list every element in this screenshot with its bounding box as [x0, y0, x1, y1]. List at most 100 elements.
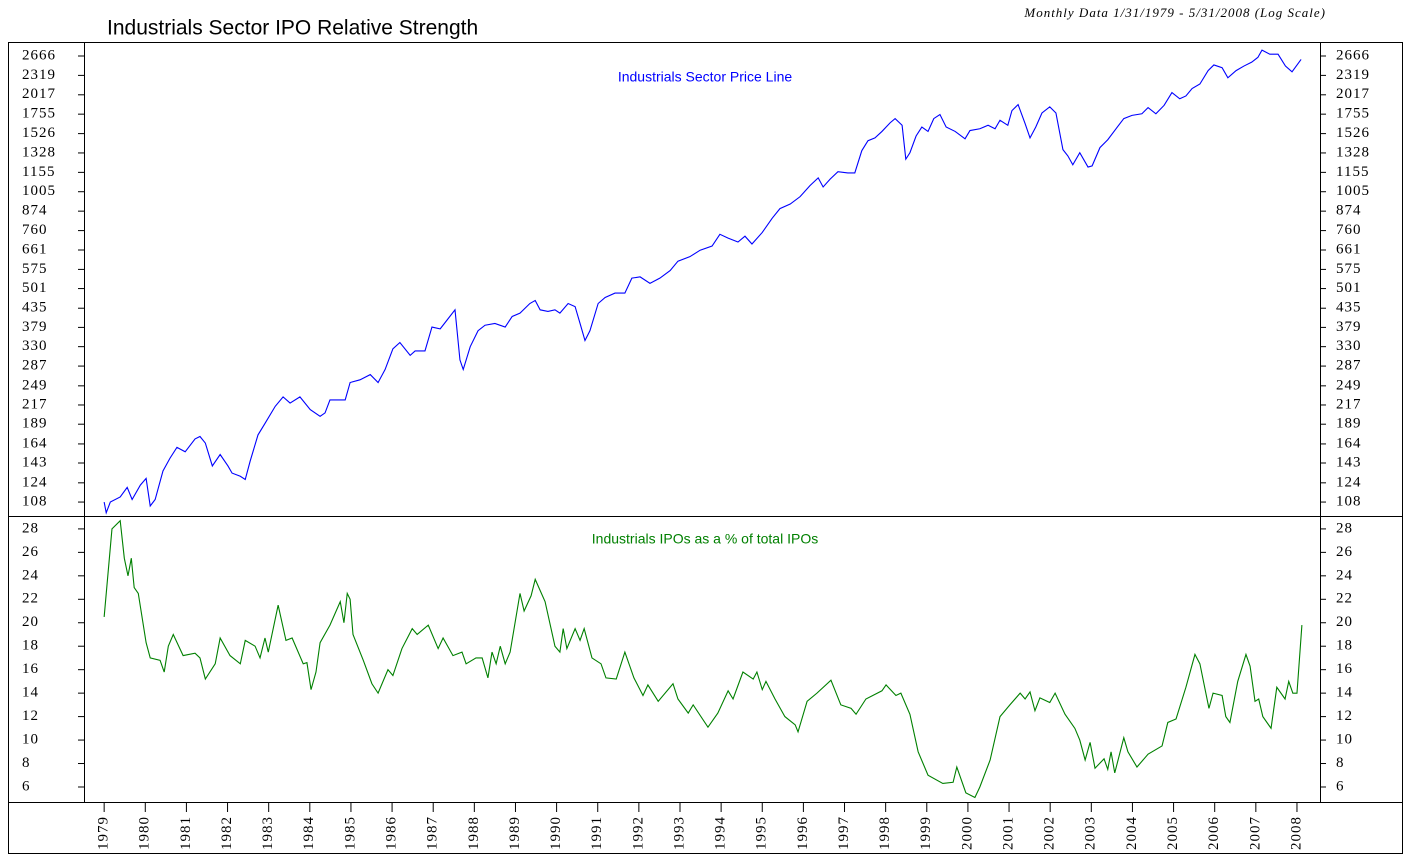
y-tick-label: 575 — [22, 261, 48, 277]
y-tick-label: 760 — [22, 222, 48, 238]
x-tick-label: 2001 — [1000, 816, 1016, 850]
y-tick-label: 6 — [22, 778, 31, 794]
y2-tick-label: 249 — [1336, 377, 1362, 393]
x-tick-label: 1985 — [342, 816, 358, 850]
x-tick-label: 1997 — [836, 816, 852, 850]
y-tick-label: 20 — [22, 614, 39, 630]
y2-tick-label: 760 — [1336, 222, 1362, 238]
x-tick-label: 1996 — [795, 816, 811, 850]
x-tick-label: 1987 — [425, 816, 441, 850]
x-tick-label: 2007 — [1247, 816, 1263, 850]
y-tick-label: 10 — [22, 731, 39, 747]
y-tick-label: 874 — [22, 203, 48, 219]
x-tick-label: 1986 — [384, 816, 400, 850]
y2-tick-label: 330 — [1336, 338, 1362, 354]
chart-subtitle: Monthly Data 1/31/1979 - 5/31/2008 (Log … — [1023, 5, 1326, 20]
y2-tick-label: 379 — [1336, 319, 1362, 335]
y-tick-label: 1526 — [22, 125, 56, 141]
y2-tick-label: 1526 — [1336, 125, 1370, 141]
x-tick-label: 1990 — [548, 816, 564, 850]
x-tick-label: 1993 — [671, 816, 687, 850]
x-tick-label: 1980 — [137, 816, 153, 850]
x-tick-label: 2008 — [1288, 816, 1304, 850]
y-tick-label: 1328 — [22, 144, 56, 160]
y-tick-label: 189 — [22, 416, 48, 432]
y-tick-label: 12 — [22, 708, 39, 724]
x-tick-label: 2006 — [1206, 816, 1222, 850]
y-tick-label: 22 — [22, 591, 39, 607]
data-line — [103, 49, 1302, 515]
y-tick-label: 14 — [22, 685, 39, 701]
y2-tick-label: 18 — [1336, 638, 1353, 654]
y-tick-label: 164 — [22, 435, 48, 451]
x-tick-label: 1988 — [466, 816, 482, 850]
y2-tick-label: 2319 — [1336, 67, 1370, 83]
y-tick-label: 2017 — [22, 86, 56, 102]
y2-tick-label: 287 — [1336, 358, 1362, 374]
y2-tick-label: 108 — [1336, 493, 1362, 509]
x-tick-label: 1979 — [96, 816, 112, 850]
y2-tick-label: 16 — [1336, 661, 1353, 677]
y-tick-label: 661 — [22, 241, 48, 257]
x-tick-label: 1981 — [178, 816, 194, 850]
series-label: Industrials IPOs as a % of total IPOs — [592, 531, 818, 547]
y-tick-label: 124 — [22, 474, 48, 490]
x-tick-label: 1989 — [507, 816, 523, 850]
y2-tick-label: 2666 — [1336, 47, 1370, 63]
x-tick-label: 1994 — [713, 816, 729, 850]
y-tick-label: 1155 — [22, 164, 55, 180]
y2-tick-label: 1005 — [1336, 183, 1370, 199]
x-tick-label: 1998 — [877, 816, 893, 850]
y2-tick-label: 12 — [1336, 708, 1353, 724]
y-tick-label: 2319 — [22, 67, 56, 83]
x-tick-label: 1995 — [754, 816, 770, 850]
x-tick-label: 2000 — [959, 816, 975, 850]
y2-tick-label: 28 — [1336, 520, 1353, 536]
x-tick-label: 2002 — [1042, 816, 1058, 850]
x-tick-label: 2004 — [1124, 816, 1140, 850]
y2-tick-label: 24 — [1336, 567, 1353, 583]
y-tick-label: 24 — [22, 567, 39, 583]
y2-tick-label: 501 — [1336, 280, 1362, 296]
y-tick-label: 26 — [22, 544, 39, 560]
y-tick-label: 1755 — [22, 106, 56, 122]
y-tick-label: 249 — [22, 377, 48, 393]
y-tick-label: 18 — [22, 638, 39, 654]
y-tick-label: 379 — [22, 319, 48, 335]
x-tick-label: 2003 — [1083, 816, 1099, 850]
y2-tick-label: 124 — [1336, 474, 1362, 490]
y-tick-label: 143 — [22, 454, 48, 470]
y2-tick-label: 1328 — [1336, 144, 1370, 160]
series-label: Industrials Sector Price Line — [618, 69, 793, 85]
x-tick-label: 1992 — [630, 816, 646, 850]
y-tick-label: 217 — [22, 396, 48, 412]
y2-tick-label: 661 — [1336, 241, 1362, 257]
y-tick-label: 28 — [22, 520, 39, 536]
y2-tick-label: 217 — [1336, 396, 1362, 412]
y-tick-label: 8 — [22, 755, 31, 771]
y2-tick-label: 1155 — [1336, 164, 1369, 180]
y-tick-label: 108 — [22, 493, 48, 509]
x-tick-label: 1982 — [219, 816, 235, 850]
y2-tick-label: 22 — [1336, 591, 1353, 607]
y2-tick-label: 2017 — [1336, 86, 1370, 102]
x-tick-label: 1999 — [918, 816, 934, 850]
y2-tick-label: 189 — [1336, 416, 1362, 432]
y2-tick-label: 26 — [1336, 544, 1353, 560]
x-tick-label: 1984 — [301, 816, 317, 850]
y2-tick-label: 20 — [1336, 614, 1353, 630]
y-tick-label: 435 — [22, 300, 48, 316]
y2-tick-label: 1755 — [1336, 106, 1370, 122]
data-line — [103, 519, 1303, 799]
y-tick-label: 287 — [22, 358, 48, 374]
y2-tick-label: 874 — [1336, 203, 1362, 219]
y2-tick-label: 10 — [1336, 731, 1353, 747]
y-tick-label: 501 — [22, 280, 48, 296]
x-tick-label: 1991 — [589, 816, 605, 850]
y2-tick-label: 435 — [1336, 300, 1362, 316]
y2-tick-label: 8 — [1336, 755, 1345, 771]
y2-tick-label: 143 — [1336, 454, 1362, 470]
